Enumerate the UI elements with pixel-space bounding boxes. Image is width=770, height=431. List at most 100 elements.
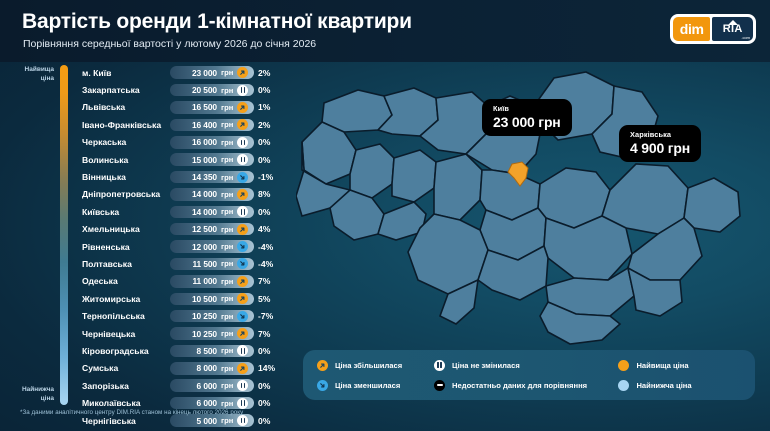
logo-dim-text: dim xyxy=(673,17,711,41)
legend-item: Ціна зменшилася xyxy=(317,379,428,391)
price-delta: 0% xyxy=(258,415,271,426)
region-kyiv-city xyxy=(507,161,529,187)
trend-down-icon xyxy=(237,241,249,253)
legend-label: Ціна зменшилася xyxy=(335,380,401,390)
region-zaporizhzhia xyxy=(626,266,683,317)
price-row: Тернопільська 10 250 грн -7% xyxy=(82,307,292,324)
price-amount: 14 000 xyxy=(191,206,217,217)
price-pill: 10 250 грн xyxy=(170,327,254,340)
dimria-logo[interactable]: dim RIA .com xyxy=(670,14,756,44)
trend-unchanged-icon xyxy=(237,206,249,218)
trend-up-icon xyxy=(237,101,249,113)
no-data-icon xyxy=(434,379,446,391)
region-name: Дніпропетровська xyxy=(82,189,161,200)
region-name: Вінницька xyxy=(82,172,126,183)
trend-up-icon xyxy=(237,119,249,131)
region-name: Київська xyxy=(82,206,120,217)
price-row: Львівська 16 500 грн 1% xyxy=(82,99,292,116)
price-pill: 11 500 грн xyxy=(170,257,254,271)
region-crimea xyxy=(539,300,622,345)
region-ivano-frankivsk xyxy=(329,189,385,241)
price-amount: 11 000 xyxy=(192,276,217,287)
ukraine-map xyxy=(296,58,770,354)
logo-ria-text: RIA xyxy=(722,23,743,35)
trend-unchanged-icon xyxy=(237,154,249,166)
callout-kharkiv: Харківська 4 900 грн xyxy=(619,125,701,162)
price-amount: 6 000 xyxy=(196,380,218,391)
price-amount: 16 400 xyxy=(191,119,217,130)
price-unit: грн xyxy=(221,102,234,112)
price-unit: грн xyxy=(221,137,234,147)
price-row: Івано-Франківська 16 400 грн 2% xyxy=(82,116,292,133)
price-row: Київська 14 000 грн 0% xyxy=(82,203,292,220)
legend-column-3: Найвища ціна Найнижча ціна xyxy=(618,359,755,391)
region-name: Закарпатська xyxy=(82,85,140,96)
price-amount: 11 500 xyxy=(192,258,217,269)
price-unit: грн xyxy=(221,294,234,304)
trend-down-icon xyxy=(237,310,249,322)
trend-up-icon xyxy=(237,328,249,340)
price-amount: 12 500 xyxy=(191,224,217,235)
price-delta: 7% xyxy=(258,276,271,287)
price-row: м. Київ 23 000 грн 2% xyxy=(82,64,292,81)
region-ternopil xyxy=(349,143,395,199)
scale-lowest-line2: ціна xyxy=(40,394,54,402)
footnote: *За даними аналітичного центру DIM.RIA с… xyxy=(20,409,244,416)
price-delta: 2% xyxy=(258,119,271,130)
legend-column-1: Ціна збільшилася Ціна зменшилася xyxy=(317,359,428,391)
trend-down-icon xyxy=(237,258,249,270)
price-pill: 10 500 грн xyxy=(170,292,254,306)
price-delta: 0% xyxy=(258,206,271,217)
price-pill: 8 500 грн xyxy=(170,344,254,358)
trend-unchanged-icon xyxy=(237,345,249,357)
price-amount: 15 000 xyxy=(191,154,217,165)
price-pill: 11 000 грн xyxy=(170,275,254,288)
price-unit: грн xyxy=(221,242,234,252)
region-odesa-tail xyxy=(439,278,480,325)
price-delta: 0% xyxy=(258,345,271,356)
trend-up-icon xyxy=(237,223,249,235)
price-amount: 20 500 xyxy=(191,85,217,96)
price-unit: грн xyxy=(221,416,234,425)
region-name: Кіровоградська xyxy=(82,345,149,356)
region-dnipro xyxy=(543,215,633,281)
price-unit: грн xyxy=(221,224,234,234)
region-name: Чернівецька xyxy=(82,328,136,339)
region-name: Івано-Франківська xyxy=(82,119,162,130)
price-row: Черкаська 16 000 грн 0% xyxy=(82,134,292,151)
price-amount: 10 250 xyxy=(191,311,217,322)
price-row: Хмельницька 12 500 грн 4% xyxy=(82,221,292,238)
logo-ria-badge: RIA .com xyxy=(712,17,753,41)
trend-unchanged-icon xyxy=(237,380,249,392)
price-pill: 10 250 грн xyxy=(170,309,254,323)
price-delta: 7% xyxy=(258,328,271,339)
price-unit: грн xyxy=(221,189,234,199)
price-unit: грн xyxy=(221,381,234,391)
price-unit: грн xyxy=(221,363,234,373)
price-delta: 0% xyxy=(258,85,271,96)
price-delta: 4% xyxy=(258,224,271,235)
price-delta: 0% xyxy=(258,137,271,148)
region-name: Запорізька xyxy=(82,380,129,391)
page-subtitle: Порівняння середньої вартості у лютому 2… xyxy=(23,38,317,50)
region-name: Тернопільська xyxy=(82,311,145,322)
callout-kyiv-label: Київ xyxy=(493,104,510,113)
price-row: Кіровоградська 8 500 грн 0% xyxy=(82,342,292,359)
trend-up-icon xyxy=(237,275,249,287)
legend-label: Ціна збільшилася xyxy=(335,360,403,370)
price-unit: грн xyxy=(221,155,234,165)
price-delta: 1% xyxy=(258,102,271,113)
region-name: Сумська xyxy=(82,363,119,374)
callout-kyiv: Київ 23 000 грн xyxy=(482,99,572,136)
price-amount: 8 000 xyxy=(196,363,218,374)
price-pill: 16 400 грн xyxy=(170,118,254,132)
logo-com-text: .com xyxy=(741,35,750,40)
legend-label: Найвища ціна xyxy=(636,360,689,370)
highest-price-dot-icon xyxy=(618,359,630,371)
callout-kyiv-value: 23 000 грн xyxy=(493,114,561,130)
price-delta: 0% xyxy=(258,154,271,165)
price-delta: -7% xyxy=(258,311,274,322)
price-pill: 6 000 грн xyxy=(170,379,254,392)
price-amount: 16 000 xyxy=(191,137,217,148)
price-row: Чернігівська 5 000 грн 0% xyxy=(82,412,292,429)
